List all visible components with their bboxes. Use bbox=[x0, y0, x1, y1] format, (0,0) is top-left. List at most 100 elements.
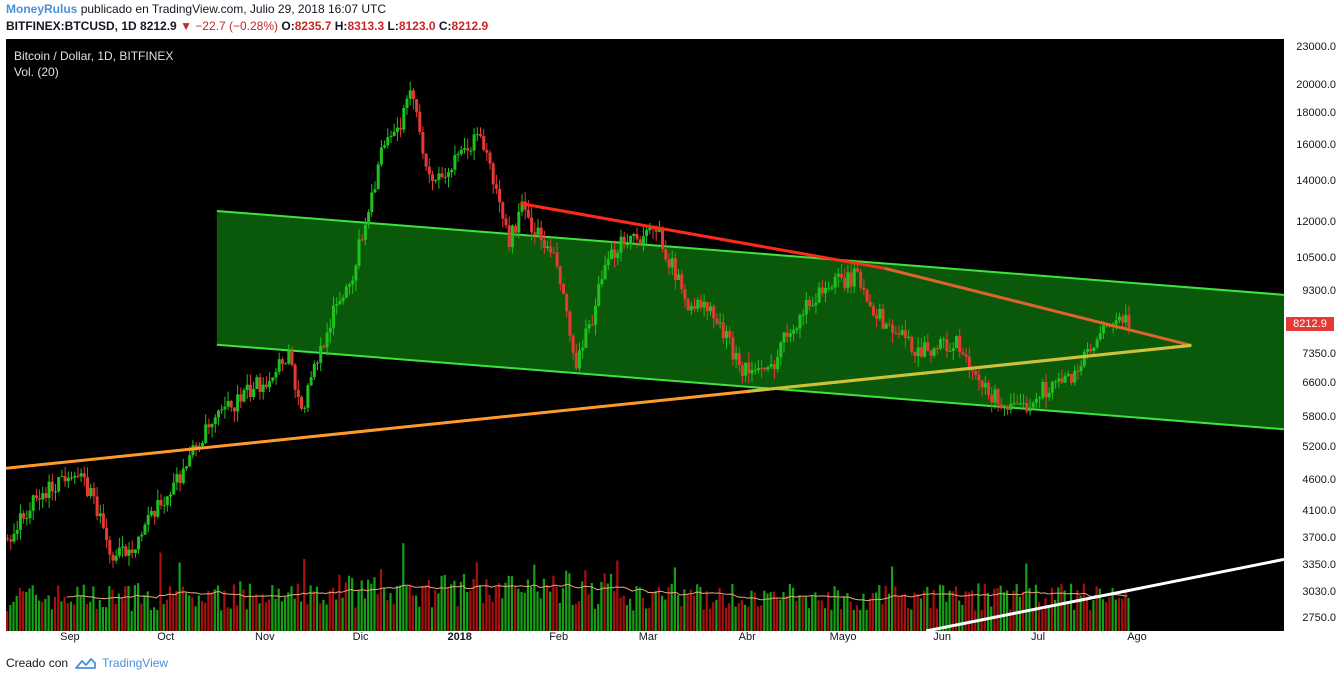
volume-bar bbox=[200, 600, 204, 631]
candle-body bbox=[456, 153, 460, 155]
volume-bar bbox=[891, 566, 894, 631]
volume-bar bbox=[376, 594, 379, 631]
volume-bar bbox=[296, 583, 299, 631]
volume-bar bbox=[900, 594, 903, 631]
candle-body bbox=[57, 477, 61, 492]
y-tick-label: 18000.0 bbox=[1296, 107, 1336, 119]
volume-bar bbox=[881, 604, 884, 631]
candle-body bbox=[728, 331, 732, 338]
volume-bar bbox=[1108, 597, 1111, 631]
candle-body bbox=[239, 394, 243, 402]
y-tick-label: 3030.0 bbox=[1302, 585, 1336, 598]
candle-body bbox=[242, 390, 246, 402]
volume-bar bbox=[1117, 598, 1121, 631]
candle-body bbox=[22, 513, 26, 519]
volume-bar bbox=[18, 588, 21, 631]
volume-bar bbox=[1121, 598, 1124, 631]
volume-bar bbox=[903, 593, 906, 631]
volume-bar bbox=[715, 599, 718, 631]
volume-bar bbox=[686, 593, 689, 631]
volume-bar bbox=[507, 575, 510, 631]
candle-body bbox=[625, 244, 629, 245]
volume-bar bbox=[335, 599, 338, 631]
candle-body bbox=[804, 300, 808, 315]
candle-body bbox=[92, 488, 96, 497]
candle-body bbox=[226, 401, 230, 407]
candle-body bbox=[264, 384, 268, 388]
volume-bar bbox=[555, 587, 558, 631]
volume-bar bbox=[622, 595, 625, 631]
volume-bar bbox=[117, 593, 120, 631]
candle-body bbox=[1060, 378, 1064, 383]
volume-bar bbox=[776, 598, 779, 631]
chart-canvas[interactable] bbox=[6, 39, 1284, 631]
candle-body bbox=[776, 357, 780, 370]
candle-body bbox=[990, 394, 994, 403]
chart-legend: Bitcoin / Dollar, 1D, BITFINEX Vol. (20) bbox=[14, 48, 173, 80]
volume-bar bbox=[795, 600, 798, 631]
candle-body bbox=[229, 401, 233, 408]
price-axis[interactable]: 2750.0 3030.0 3350.0 3700.0 4100.0 4600.0 5200… bbox=[1284, 39, 1340, 645]
volume-bar bbox=[996, 588, 999, 631]
candle-body bbox=[1076, 370, 1080, 372]
candle-body bbox=[312, 363, 316, 378]
volume-bar bbox=[1031, 608, 1034, 631]
candle-body bbox=[450, 169, 454, 173]
volume-bar bbox=[1101, 599, 1105, 631]
candle-body bbox=[223, 406, 227, 410]
volume-bar bbox=[418, 606, 421, 631]
candle-body bbox=[328, 327, 332, 333]
candle-body bbox=[245, 384, 249, 391]
x-tick-label: Sep bbox=[60, 631, 80, 643]
candle-body bbox=[76, 475, 80, 477]
y-tick-label: 20000.0 bbox=[1296, 78, 1336, 91]
candle-body bbox=[6, 538, 10, 540]
volume-bar bbox=[1085, 597, 1089, 631]
volume-bar bbox=[935, 608, 938, 631]
volume-bar bbox=[268, 599, 271, 631]
tradingview-brand-link[interactable]: TradingView bbox=[102, 656, 169, 670]
candle-body bbox=[408, 90, 412, 99]
candle-body bbox=[357, 239, 361, 266]
candle-body bbox=[485, 149, 489, 153]
candle-body bbox=[689, 305, 693, 311]
volume-bar bbox=[379, 569, 382, 631]
candle-body bbox=[287, 350, 291, 364]
volume-bar bbox=[593, 608, 597, 631]
author-name[interactable]: MoneyRulus bbox=[6, 2, 78, 16]
candle-body bbox=[530, 217, 534, 233]
candle-body bbox=[840, 273, 843, 278]
volume-bar bbox=[533, 564, 536, 631]
volume-bar bbox=[744, 604, 747, 631]
candle-body bbox=[871, 306, 875, 316]
candle-body bbox=[255, 377, 259, 389]
candle-body bbox=[437, 173, 441, 181]
volume-bar bbox=[574, 604, 577, 631]
volume-bar bbox=[1092, 600, 1095, 631]
volume-bar bbox=[875, 592, 878, 631]
candle-body bbox=[683, 289, 687, 300]
candle-body bbox=[533, 232, 537, 235]
candle-body bbox=[987, 383, 990, 395]
volume-bar bbox=[999, 585, 1002, 631]
volume-bar bbox=[280, 601, 283, 631]
candle-body bbox=[303, 407, 307, 409]
time-axis[interactable]: Sep Oct Nov Dic 2018 Feb Mar Abr Mayo Jun Jul Ago bbox=[6, 631, 1284, 645]
volume-bar bbox=[402, 543, 405, 631]
candle-body bbox=[290, 350, 294, 365]
volume-bar bbox=[712, 602, 715, 631]
volume-bar bbox=[456, 606, 459, 631]
volume-bar bbox=[303, 558, 306, 631]
candle-body bbox=[977, 374, 981, 381]
volume-bar bbox=[581, 581, 584, 631]
candle-body bbox=[434, 180, 438, 182]
volume-bar bbox=[264, 602, 267, 631]
volume-bar bbox=[478, 585, 482, 631]
candle-body bbox=[479, 134, 482, 136]
price-chart[interactable] bbox=[6, 39, 1284, 631]
candle-body bbox=[747, 362, 751, 374]
candle-body bbox=[785, 332, 789, 337]
volume-bar bbox=[274, 598, 277, 631]
volume-bar bbox=[373, 577, 376, 631]
candle-body bbox=[82, 473, 86, 478]
